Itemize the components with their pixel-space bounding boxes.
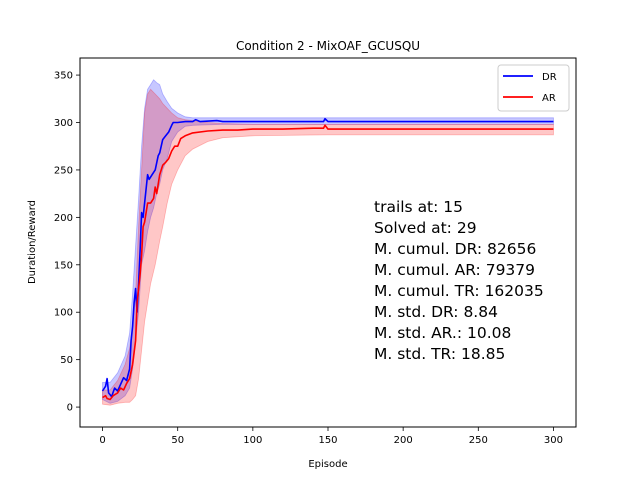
y-tick-label: 200 <box>54 213 73 224</box>
stat-std-dr: M. std. DR: 8.84 <box>374 303 498 321</box>
stat-std-ar: M. std. AR.: 10.08 <box>374 324 511 342</box>
legend: DR AR <box>497 64 570 112</box>
legend-box <box>497 64 570 112</box>
y-tick-label: 300 <box>54 118 73 129</box>
y-tick-label: 350 <box>54 71 73 82</box>
series-lines <box>101 117 554 401</box>
y-tick-label: 150 <box>54 260 73 271</box>
x-tick-label: 250 <box>469 435 488 446</box>
line-dr <box>101 117 554 398</box>
line-ar <box>102 124 554 401</box>
y-tick-label: 100 <box>54 308 73 319</box>
y-axis-title: Duration/Reward <box>27 200 38 284</box>
y-tick-label: 250 <box>54 165 73 176</box>
x-axis-title: Episode <box>308 459 347 470</box>
stat-trails: trails at: 15 <box>374 198 463 216</box>
stats-annotation: trails at: 15 Solved at: 29 M. cumul. DR… <box>374 198 544 363</box>
y-tick-label: 50 <box>60 355 73 366</box>
y-axis-ticks: 0 50 100 150 200 250 300 350 <box>54 71 80 414</box>
stat-cumul-tr: M. cumul. TR: 162035 <box>374 282 544 300</box>
stat-solved: Solved at: 29 <box>374 219 477 237</box>
legend-label-ar: AR <box>542 93 556 104</box>
x-tick-label: 0 <box>99 435 105 446</box>
x-tick-label: 150 <box>318 435 337 446</box>
x-tick-label: 100 <box>243 435 262 446</box>
y-tick-label: 0 <box>67 403 73 414</box>
stat-cumul-dr: M. cumul. DR: 82656 <box>374 240 536 258</box>
legend-label-dr: DR <box>542 72 557 83</box>
x-tick-label: 300 <box>544 435 563 446</box>
x-axis-ticks: 0 50 100 150 200 250 300 <box>99 427 563 446</box>
stat-cumul-ar: M. cumul. AR: 79379 <box>374 261 535 279</box>
band-ar <box>102 88 554 406</box>
chart-title: Condition 2 - MixOAF_GCUSQU <box>236 39 420 53</box>
x-tick-label: 200 <box>394 435 413 446</box>
stat-std-tr: M. std. TR: 18.85 <box>374 345 505 363</box>
x-tick-label: 50 <box>171 435 184 446</box>
